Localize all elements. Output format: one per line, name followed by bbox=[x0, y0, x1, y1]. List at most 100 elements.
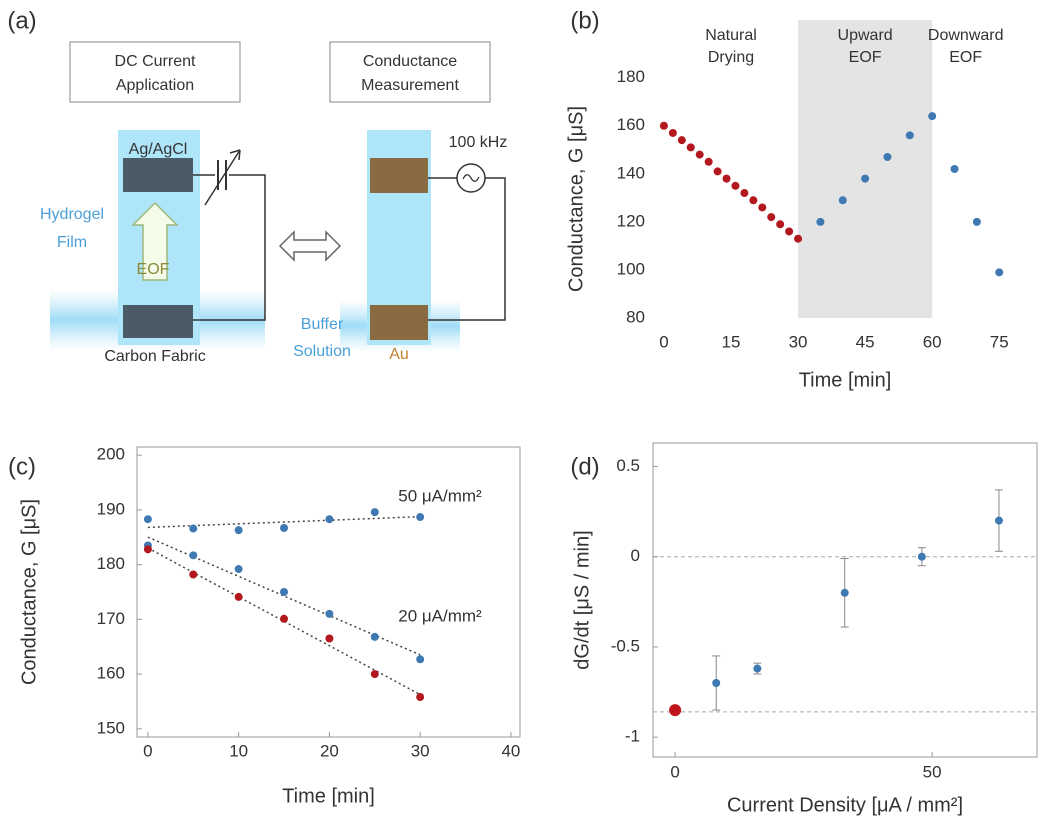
data-point bbox=[995, 268, 1004, 277]
wire bbox=[428, 177, 506, 321]
data-point bbox=[143, 515, 152, 524]
label: Solution bbox=[293, 343, 351, 360]
data-point bbox=[234, 565, 243, 574]
label: Buffer bbox=[301, 316, 344, 333]
x-tick-label: 60 bbox=[923, 332, 942, 351]
data-point bbox=[776, 220, 785, 229]
x-tick-label: 30 bbox=[411, 741, 430, 760]
data-point bbox=[816, 217, 825, 226]
y-tick-label: 0.5 bbox=[616, 456, 640, 475]
data-point bbox=[668, 128, 677, 137]
y-tick-label: 180 bbox=[617, 67, 645, 86]
data-point bbox=[416, 693, 425, 702]
y-tick-label: 180 bbox=[97, 554, 125, 573]
data-point bbox=[785, 227, 794, 236]
electrode bbox=[123, 305, 193, 338]
data-point bbox=[325, 634, 334, 643]
box-label: Application bbox=[116, 77, 194, 94]
panel-label: (a) bbox=[7, 7, 36, 34]
annotation: 20 μA/mm² bbox=[398, 606, 482, 625]
y-tick-label: 80 bbox=[626, 307, 645, 326]
x-tick-label: 50 bbox=[923, 762, 942, 781]
y-tick-label: 190 bbox=[97, 499, 125, 518]
data-point bbox=[704, 157, 713, 166]
data-point bbox=[753, 664, 762, 673]
data-point bbox=[325, 609, 334, 618]
data-point bbox=[861, 174, 870, 183]
region-label: Upward bbox=[838, 27, 893, 44]
electrode bbox=[370, 305, 428, 340]
panel-label: (c) bbox=[8, 453, 36, 480]
label: Au bbox=[389, 346, 409, 363]
data-point bbox=[794, 234, 803, 243]
data-point bbox=[325, 515, 334, 524]
region bbox=[798, 20, 933, 318]
plot-frame bbox=[136, 446, 521, 738]
x-tick-label: 0 bbox=[143, 741, 152, 760]
y-tick-label: 170 bbox=[97, 609, 125, 628]
region-label: EOF bbox=[949, 49, 982, 66]
ac-source bbox=[462, 174, 480, 182]
x-tick-label: 20 bbox=[320, 741, 339, 760]
label: Hydrogel bbox=[40, 206, 104, 223]
label: Film bbox=[57, 234, 87, 251]
data-point bbox=[143, 545, 152, 554]
electrode bbox=[123, 158, 193, 192]
label: Ag/AgCl bbox=[129, 141, 188, 158]
y-axis-label: dG/dt [μS / min] bbox=[571, 530, 593, 669]
x-tick-label: 0 bbox=[659, 332, 668, 351]
box bbox=[69, 41, 241, 103]
diagram: DC Current Application Conductance Measu… bbox=[40, 41, 507, 365]
y-tick-label: 120 bbox=[617, 211, 645, 230]
data-point bbox=[370, 632, 379, 641]
data-point bbox=[722, 174, 731, 183]
panel-label: (b) bbox=[570, 7, 599, 34]
x-tick-label: 75 bbox=[990, 332, 1009, 351]
y-tick-label: 160 bbox=[97, 664, 125, 683]
y-axis-label: Conductance, G [μS] bbox=[18, 499, 40, 685]
data-point bbox=[905, 131, 914, 140]
y-tick-label: 0 bbox=[631, 546, 640, 565]
data-point bbox=[758, 203, 767, 212]
x-axis-label: Time [min] bbox=[282, 785, 375, 807]
y-tick-label: 100 bbox=[617, 259, 645, 278]
x-tick-label: 15 bbox=[722, 332, 741, 351]
data-point bbox=[416, 513, 425, 522]
data-point bbox=[416, 655, 425, 664]
y-tick-label: -1 bbox=[625, 727, 640, 746]
x-tick-label: 45 bbox=[856, 332, 875, 351]
flow-arrow bbox=[131, 201, 179, 281]
panel-label: (d) bbox=[570, 453, 599, 480]
y-tick-label: 140 bbox=[617, 163, 645, 182]
box-label: Conductance bbox=[363, 53, 457, 70]
data-point bbox=[950, 165, 959, 173]
region-label: Natural bbox=[705, 27, 757, 44]
data-point bbox=[928, 112, 937, 121]
data-point bbox=[677, 136, 686, 145]
electrode bbox=[370, 158, 428, 193]
data-point bbox=[370, 670, 379, 679]
x-tick-label: 40 bbox=[501, 741, 520, 760]
exchange-arrow bbox=[278, 230, 342, 262]
data-point bbox=[370, 508, 379, 517]
x-tick-label: 0 bbox=[670, 762, 679, 781]
data-point bbox=[917, 552, 926, 561]
variable-arrow bbox=[204, 149, 241, 206]
x-axis-label: Current Density [μA / mm²] bbox=[727, 794, 963, 816]
data-point bbox=[731, 181, 740, 190]
data-point bbox=[883, 152, 892, 161]
data-point bbox=[234, 592, 243, 601]
region-label: Drying bbox=[708, 49, 754, 66]
data-point bbox=[712, 679, 721, 688]
data-point bbox=[280, 614, 289, 623]
plot-frame bbox=[652, 442, 1038, 758]
x-axis-label: Time [min] bbox=[799, 369, 892, 391]
data-point bbox=[749, 196, 758, 205]
annotation: 50 μA/mm² bbox=[398, 486, 482, 505]
data-point bbox=[972, 217, 981, 226]
data-point bbox=[740, 189, 749, 198]
box-label: Measurement bbox=[361, 77, 459, 94]
y-tick-label: 160 bbox=[617, 115, 645, 134]
label: EOF bbox=[137, 261, 170, 278]
